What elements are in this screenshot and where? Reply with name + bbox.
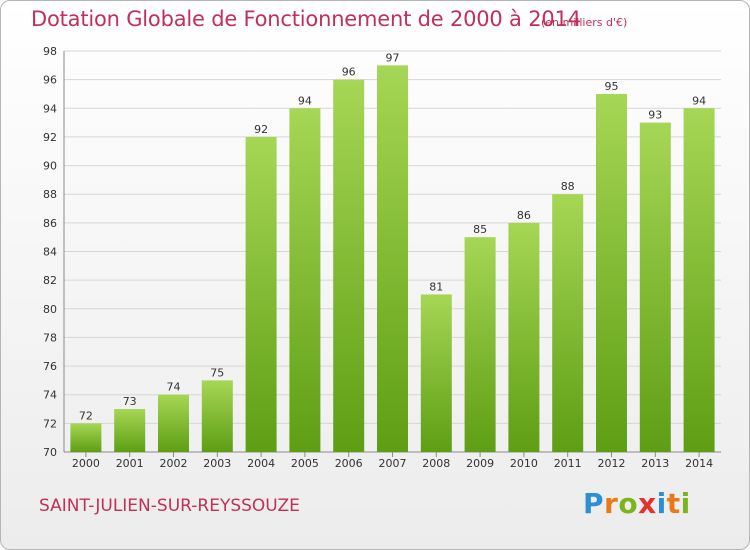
bar-2006: [333, 79, 365, 453]
value-label-2003: 75: [210, 366, 224, 379]
bar-2002: [158, 394, 189, 452]
logo-letter: t: [666, 487, 681, 520]
value-label-2013: 93: [648, 109, 662, 122]
bar-2004: [245, 136, 277, 452]
y-tick-label: 84: [43, 246, 57, 259]
x-tick-label: 2011: [554, 457, 582, 470]
y-tick-label: 96: [43, 74, 57, 87]
bar-2011: [552, 194, 584, 452]
chart-subtitle: (en milliers d'€): [541, 16, 628, 29]
x-tick-label: 2003: [203, 457, 231, 470]
value-label-2014: 94: [692, 94, 706, 107]
x-tick-label: 2009: [466, 457, 494, 470]
x-tick-label: 2002: [160, 457, 188, 470]
value-label-2008: 81: [429, 280, 443, 293]
logo-letter: i: [656, 487, 667, 520]
labels: 70 72 74 76 78 80 82 84 86 88 90 92 94 96 98 2000 72 2001…: [43, 45, 713, 470]
proxiti-logo: Proxiti: [583, 487, 691, 520]
logo-letter: i: [680, 487, 691, 520]
x-tick-label: 2013: [641, 457, 669, 470]
value-label-2005: 94: [298, 94, 312, 107]
y-tick-label: 70: [43, 446, 57, 459]
y-tick-label: 74: [43, 389, 57, 402]
value-label-2006: 96: [342, 66, 356, 79]
value-label-2011: 88: [561, 180, 575, 193]
bar-2010: [508, 222, 540, 452]
y-tick-label: 94: [43, 102, 57, 115]
y-tick-label: 72: [43, 417, 57, 430]
x-tick-label: 2000: [72, 457, 100, 470]
y-tick-label: 82: [43, 274, 57, 287]
x-tick-label: 2007: [379, 457, 407, 470]
logo-letter: P: [583, 487, 605, 520]
bar-2001: [114, 409, 146, 452]
bar-2014: [683, 108, 715, 453]
bar-2009: [464, 237, 496, 452]
value-label-2002: 74: [167, 381, 181, 394]
logo-letter: r: [604, 487, 619, 520]
bar-2005: [289, 108, 321, 453]
chart-title: Dotation Globale de Fonctionnement de 20…: [31, 7, 581, 31]
y-tick-label: 78: [43, 331, 57, 344]
bar-2007: [377, 65, 408, 453]
bar-2012: [596, 93, 627, 452]
logo-letter: o: [618, 487, 639, 520]
value-label-2009: 85: [473, 223, 487, 236]
bar-2003: [201, 380, 233, 452]
x-tick-label: 2010: [510, 457, 538, 470]
bar-2013: [639, 122, 671, 452]
value-label-2007: 97: [386, 51, 400, 64]
value-label-2012: 95: [605, 80, 619, 93]
y-tick-label: 76: [43, 360, 57, 373]
y-tick-label: 88: [43, 188, 57, 201]
value-label-2000: 72: [79, 409, 93, 422]
x-tick-label: 2004: [247, 457, 275, 470]
logo-letter: x: [638, 487, 657, 520]
value-label-2004: 92: [254, 123, 268, 136]
bar-2000: [70, 423, 102, 452]
value-label-2001: 73: [123, 395, 137, 408]
value-label-2010: 86: [517, 209, 531, 222]
y-tick-label: 90: [43, 160, 57, 173]
y-tick-label: 86: [43, 217, 57, 230]
y-tick-label: 80: [43, 303, 57, 316]
x-tick-label: 2001: [116, 457, 144, 470]
x-tick-label: 2008: [422, 457, 450, 470]
bar-2008: [420, 294, 452, 452]
x-tick-label: 2006: [335, 457, 363, 470]
place-name: SAINT-JULIEN-SUR-REYSSOUZE: [39, 496, 300, 516]
y-tick-label: 92: [43, 131, 57, 144]
y-tick-label: 98: [43, 45, 57, 58]
x-tick-label: 2012: [598, 457, 626, 470]
x-tick-label: 2014: [685, 457, 713, 470]
x-tick-label: 2005: [291, 457, 319, 470]
bars: [70, 65, 715, 453]
